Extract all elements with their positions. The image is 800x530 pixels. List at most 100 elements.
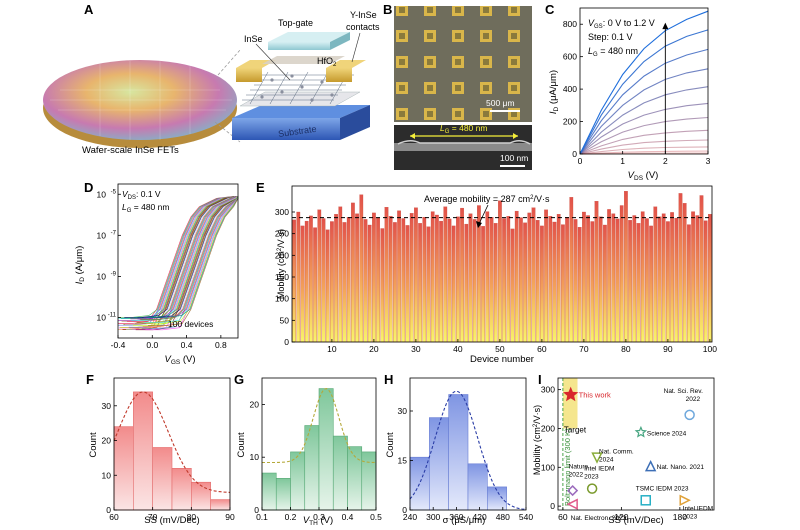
e-bar-8 bbox=[321, 218, 326, 343]
e-bar-35 bbox=[435, 214, 439, 343]
inse-label: InSe bbox=[244, 34, 263, 44]
i-marker-0 bbox=[563, 386, 579, 402]
i-xtick-label-2: 180 bbox=[673, 512, 687, 522]
d-curve-35 bbox=[144, 196, 239, 323]
f-bin-5 bbox=[210, 499, 231, 511]
panel-e: E 10 20 30 40 50 60 70 80 90 100 0 50 100 150 200 250 30… bbox=[256, 180, 717, 365]
f-bin-1 bbox=[133, 391, 153, 511]
e-bar-13 bbox=[342, 222, 347, 343]
e-bar-22 bbox=[380, 228, 385, 343]
g-xlabel: VTH (V) bbox=[303, 515, 333, 527]
i-point-label-6: TSMC IEDM 2023 bbox=[636, 485, 689, 492]
e-bar-59 bbox=[535, 220, 540, 343]
i-xlabel: SS (mV/Dec) bbox=[608, 515, 663, 526]
e-bar-95 bbox=[687, 224, 691, 343]
i-point-label-year-4: 2022 bbox=[569, 472, 584, 479]
i-marker-9 bbox=[566, 498, 578, 510]
e-bar-94 bbox=[682, 203, 687, 343]
substrate-top bbox=[232, 105, 370, 118]
panel-letter-c: C bbox=[545, 2, 555, 17]
e-bar-9 bbox=[325, 229, 330, 343]
c-series-1_2_V bbox=[579, 10, 709, 155]
e-bar-85 bbox=[645, 218, 649, 343]
e-bar-89 bbox=[661, 213, 666, 343]
e-bar-67 bbox=[569, 197, 574, 343]
e-bar-76 bbox=[607, 209, 611, 343]
top-gate-label: Top-gate bbox=[278, 18, 313, 28]
e-bar-53 bbox=[510, 228, 515, 343]
h-ytick-label-2: 30 bbox=[398, 406, 408, 416]
i-point-label-8: Nat. Electron. 2023 bbox=[571, 515, 627, 522]
e-bar-71 bbox=[586, 215, 590, 343]
f-bin-2 bbox=[152, 447, 173, 511]
e-bar-87 bbox=[653, 206, 658, 343]
f-ytick-label-2: 20 bbox=[102, 436, 112, 446]
g-xtick-label-4: 0.5 bbox=[370, 512, 382, 522]
panel-f: F 60 70 80 90 0 10 20 30 Count SS (mV/Dec) bbox=[86, 372, 235, 526]
e-bar-86 bbox=[649, 225, 653, 343]
e-bar-49 bbox=[493, 223, 498, 343]
e-ylabel: Mobility (cm2/V·s) bbox=[276, 229, 286, 299]
e-bar-2 bbox=[296, 211, 301, 343]
e-bar-61 bbox=[544, 209, 548, 343]
i-point-label-0: Nat. Sci. Rev. bbox=[664, 388, 703, 395]
d-ytick-label-0: 10 bbox=[97, 189, 107, 199]
e-bar-10 bbox=[330, 221, 334, 343]
d-curve-37 bbox=[146, 196, 239, 324]
h-xtick-label-2: 360 bbox=[449, 512, 463, 522]
c-series-1_0_V bbox=[579, 48, 709, 155]
e-bar-1 bbox=[292, 219, 296, 343]
e-bar-26 bbox=[397, 210, 401, 343]
g-ytick-label-1: 10 bbox=[250, 452, 260, 462]
c-ytick-label-0: 0 bbox=[572, 149, 577, 159]
e-ytick-label-1: 50 bbox=[280, 315, 290, 325]
panel-d: D -0.4 0.0 0.4 0.810-510-710-910-11 VDS: 0.… bbox=[74, 180, 239, 366]
d-curve-38 bbox=[147, 196, 239, 318]
e-bar-99 bbox=[703, 220, 708, 343]
c-ylabel: ID (μA/μm) bbox=[548, 70, 560, 114]
e-bar-3 bbox=[300, 225, 305, 343]
d-lg-label: LG = 480 nm bbox=[122, 202, 169, 214]
c-axes bbox=[579, 7, 709, 155]
transfer-curve-plot: -0.4 0.0 0.4 0.810-510-710-910-11 bbox=[97, 183, 239, 350]
e-bar-17 bbox=[359, 194, 364, 343]
panel-i: I Boltzmann limit (300 K)Target This work… bbox=[532, 372, 715, 526]
h-xtick-label-0: 240 bbox=[403, 512, 417, 522]
e-bar-37 bbox=[443, 206, 448, 343]
e-bar-29 bbox=[409, 213, 414, 343]
g-bin-5 bbox=[332, 435, 348, 511]
i-ylabel: Mobility (cm2/V·s) bbox=[532, 405, 542, 475]
vth-histogram: 0.1 0.2 0.3 0.4 0.5 0 10 20 bbox=[250, 377, 382, 522]
i-ytick-label-3: 300 bbox=[541, 385, 555, 395]
c-xtick-label-2: 2 bbox=[663, 156, 668, 166]
c-vgs-label: VGS: 0 V to 1.2 V bbox=[588, 18, 655, 30]
g-xtick-label-0: 0.1 bbox=[256, 512, 268, 522]
e-bar-41 bbox=[460, 207, 464, 343]
e-bar-88 bbox=[657, 216, 662, 343]
panel-letter-i: I bbox=[538, 372, 542, 387]
i-axes bbox=[557, 377, 715, 511]
d-ytick-label-2: 10 bbox=[97, 271, 107, 281]
c-series-0_8_V bbox=[579, 86, 709, 155]
i-ytick-label-2: 200 bbox=[541, 423, 555, 433]
e-bar-28 bbox=[405, 225, 410, 343]
d-curve-36 bbox=[145, 196, 239, 331]
f-gaussian-fit bbox=[113, 391, 231, 493]
panel-letter-h: H bbox=[384, 372, 393, 387]
inse-lattice-top bbox=[239, 91, 361, 107]
wafer-label: Wafer-scale InSe FETs bbox=[82, 145, 179, 156]
d-curve-39 bbox=[148, 196, 239, 326]
d-curve-8 bbox=[120, 195, 239, 319]
e-ytick-label-2: 100 bbox=[275, 294, 289, 304]
i-point-label-1: Science 2024 bbox=[647, 430, 687, 437]
e-bar-33 bbox=[426, 226, 431, 343]
i-marker-7 bbox=[640, 495, 651, 506]
c-lg-label: LG = 480 nm bbox=[588, 46, 638, 58]
g-bin-0 bbox=[261, 472, 277, 511]
e-bar-43 bbox=[468, 213, 473, 343]
f-xlabel: SS (mV/Dec) bbox=[144, 515, 199, 526]
e-xtick-label-2: 30 bbox=[411, 344, 421, 354]
e-bar-63 bbox=[552, 221, 557, 343]
i-point-label-7: Intel IEDM bbox=[683, 505, 713, 512]
c-xtick-label-0: 0 bbox=[578, 156, 583, 166]
